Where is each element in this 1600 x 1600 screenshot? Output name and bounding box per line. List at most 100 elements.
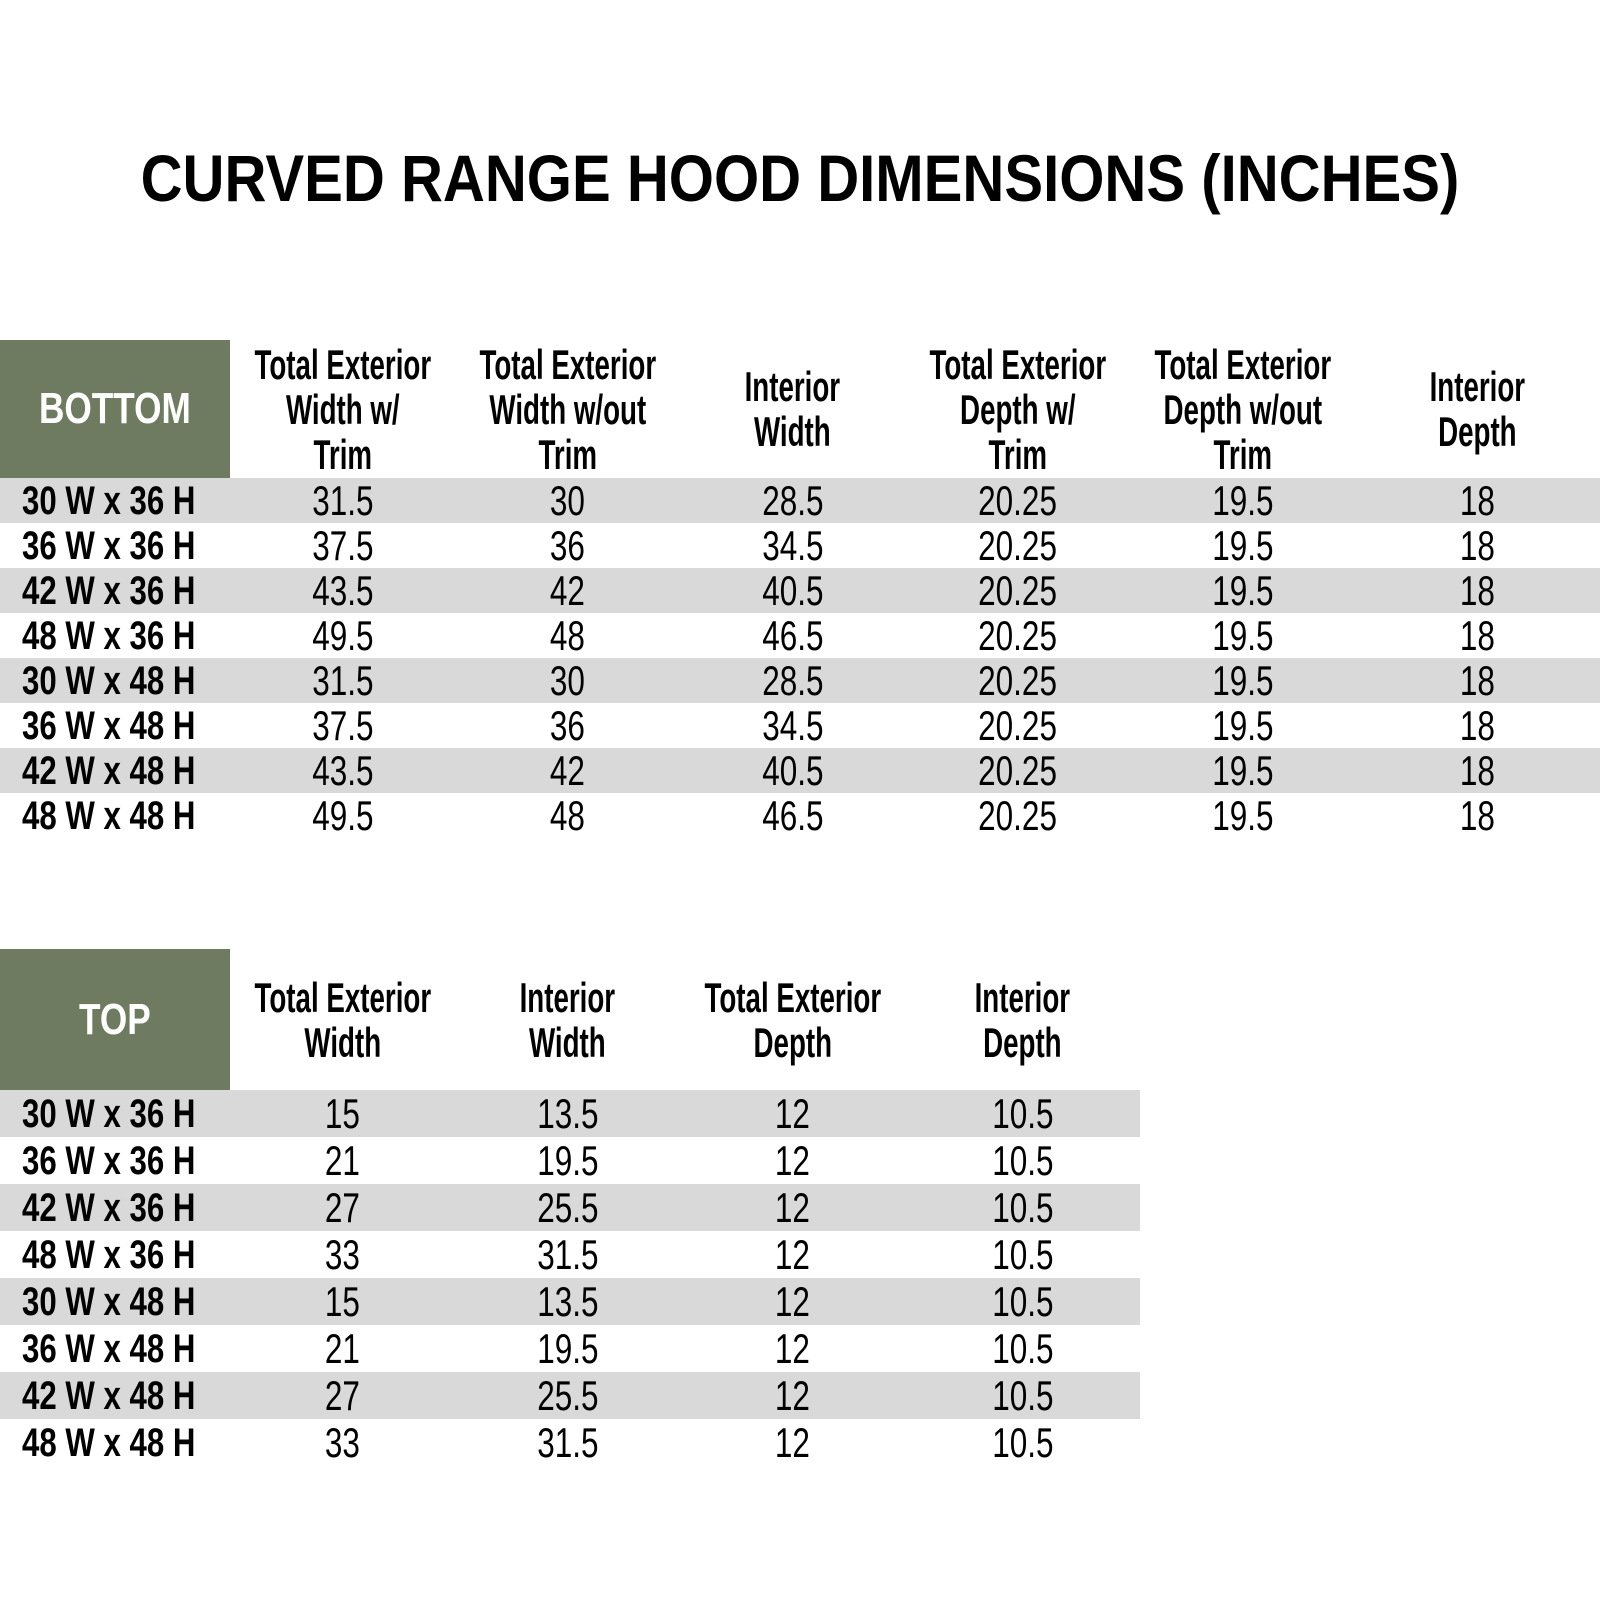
table-row: 36 W x 48 H 21 19.5 12 10.5 (0, 1325, 1140, 1372)
table-row: 36 W x 36 H 37.5 36 34.5 20.25 19.5 18 (0, 523, 1600, 568)
cell: 34.5 (761, 521, 824, 569)
table-row: 30 W x 48 H 15 13.5 12 10.5 (0, 1278, 1140, 1325)
row-label: 36 W x 48 H (22, 703, 196, 748)
cell: 31.5 (536, 1230, 599, 1278)
cell: 18 (1459, 656, 1496, 704)
cell: 34.5 (761, 701, 824, 749)
cell: 12 (774, 1136, 811, 1184)
row-label: 36 W x 36 H (22, 1138, 196, 1183)
cell: 20.25 (978, 611, 1057, 659)
row-label: 42 W x 48 H (22, 748, 196, 793)
row-label: 42 W x 36 H (22, 568, 196, 613)
cell: 20.25 (978, 566, 1057, 614)
cell: 18 (1459, 476, 1496, 524)
cell: 12 (774, 1371, 811, 1419)
cell: 46.5 (761, 791, 824, 839)
cell: 19.5 (1211, 611, 1274, 659)
cell: 20.25 (978, 701, 1057, 749)
table-row: 48 W x 48 H 33 31.5 12 10.5 (0, 1419, 1140, 1466)
table-row: 42 W x 36 H 27 25.5 12 10.5 (0, 1184, 1140, 1231)
cell: 19.5 (536, 1324, 599, 1372)
cell: 12 (774, 1230, 811, 1278)
cell: 28.5 (761, 476, 824, 524)
cell: 15 (324, 1277, 361, 1325)
cell: 36 (549, 521, 586, 569)
cell: 27 (324, 1371, 361, 1419)
cell: 40.5 (761, 566, 824, 614)
row-label: 42 W x 36 H (22, 1185, 196, 1230)
table-row: 48 W x 48 H 49.5 48 46.5 20.25 19.5 18 (0, 793, 1600, 838)
cell: 25.5 (536, 1371, 599, 1419)
col-header-interior-width: Interior Width (744, 363, 841, 455)
table-row: 42 W x 48 H 27 25.5 12 10.5 (0, 1372, 1140, 1419)
col-header-interior-depth: Interior Depth (1429, 363, 1526, 455)
bottom-corner-label: BOTTOM (39, 384, 191, 433)
table-row: 36 W x 36 H 21 19.5 12 10.5 (0, 1137, 1140, 1184)
cell: 10.5 (991, 1324, 1054, 1372)
cell: 21 (324, 1136, 361, 1184)
row-label: 42 W x 48 H (22, 1373, 196, 1418)
cell: 10.5 (991, 1183, 1054, 1231)
row-label: 48 W x 48 H (22, 793, 196, 838)
cell: 20.25 (978, 521, 1057, 569)
row-label: 30 W x 36 H (22, 1091, 196, 1136)
top-dimensions-table: TOP Total Exterior Width Interior Width … (0, 949, 1140, 1466)
row-label: 48 W x 36 H (22, 1232, 196, 1277)
top-header-row: TOP Total Exterior Width Interior Width … (0, 949, 1140, 1090)
cell: 21 (324, 1324, 361, 1372)
cell: 18 (1459, 791, 1496, 839)
cell: 19.5 (1211, 521, 1274, 569)
cell: 31.5 (536, 1418, 599, 1466)
row-label: 30 W x 48 H (22, 658, 196, 703)
top-corner-label: TOP (79, 994, 151, 1044)
cell: 20.25 (978, 476, 1057, 524)
col-header-ext-depth-no-trim: Total Exterior Depth w/out Trim (1154, 340, 1331, 478)
cell: 12 (774, 1277, 811, 1325)
cell: 49.5 (311, 611, 374, 659)
row-label: 36 W x 48 H (22, 1326, 196, 1371)
table-row: 48 W x 36 H 49.5 48 46.5 20.25 19.5 18 (0, 613, 1600, 658)
cell: 19.5 (1211, 656, 1274, 704)
cell: 12 (774, 1183, 811, 1231)
row-label: 48 W x 36 H (22, 613, 196, 658)
cell: 48 (549, 791, 586, 839)
col-header-ext-depth: Total Exterior Depth (704, 973, 881, 1066)
cell: 27 (324, 1183, 361, 1231)
row-label: 30 W x 48 H (22, 1279, 196, 1324)
cell: 13.5 (536, 1089, 599, 1137)
cell: 19.5 (536, 1136, 599, 1184)
bottom-dimensions-table: BOTTOM Total Exterior Width w/ Trim Tota… (0, 340, 1600, 838)
cell: 12 (774, 1089, 811, 1137)
cell: 37.5 (311, 701, 374, 749)
cell: 10.5 (991, 1230, 1054, 1278)
row-label: 36 W x 36 H (22, 523, 196, 568)
cell: 20.25 (978, 746, 1057, 794)
table-row: 30 W x 36 H 31.5 30 28.5 20.25 19.5 18 (0, 478, 1600, 523)
cell: 30 (549, 476, 586, 524)
col-header-ext-depth-trim: Total Exterior Depth w/ Trim (929, 340, 1106, 478)
table-row: 48 W x 36 H 33 31.5 12 10.5 (0, 1231, 1140, 1278)
cell: 18 (1459, 611, 1496, 659)
row-label: 30 W x 36 H (22, 478, 196, 523)
cell: 19.5 (1211, 701, 1274, 749)
table-row: 42 W x 48 H 43.5 42 40.5 20.25 19.5 18 (0, 748, 1600, 793)
cell: 49.5 (311, 791, 374, 839)
cell: 46.5 (761, 611, 824, 659)
cell: 10.5 (991, 1136, 1054, 1184)
cell: 30 (549, 656, 586, 704)
cell: 25.5 (536, 1183, 599, 1231)
cell: 20.25 (978, 656, 1057, 704)
cell: 18 (1459, 566, 1496, 614)
cell: 31.5 (311, 656, 374, 704)
cell: 43.5 (311, 746, 374, 794)
cell: 13.5 (536, 1277, 599, 1325)
cell: 19.5 (1211, 476, 1274, 524)
cell: 10.5 (991, 1089, 1054, 1137)
cell: 20.25 (978, 791, 1057, 839)
cell: 19.5 (1211, 746, 1274, 794)
cell: 33 (324, 1230, 361, 1278)
cell: 43.5 (311, 566, 374, 614)
row-label: 48 W x 48 H (22, 1420, 196, 1465)
table-row: 42 W x 36 H 43.5 42 40.5 20.25 19.5 18 (0, 568, 1600, 613)
cell: 18 (1459, 701, 1496, 749)
